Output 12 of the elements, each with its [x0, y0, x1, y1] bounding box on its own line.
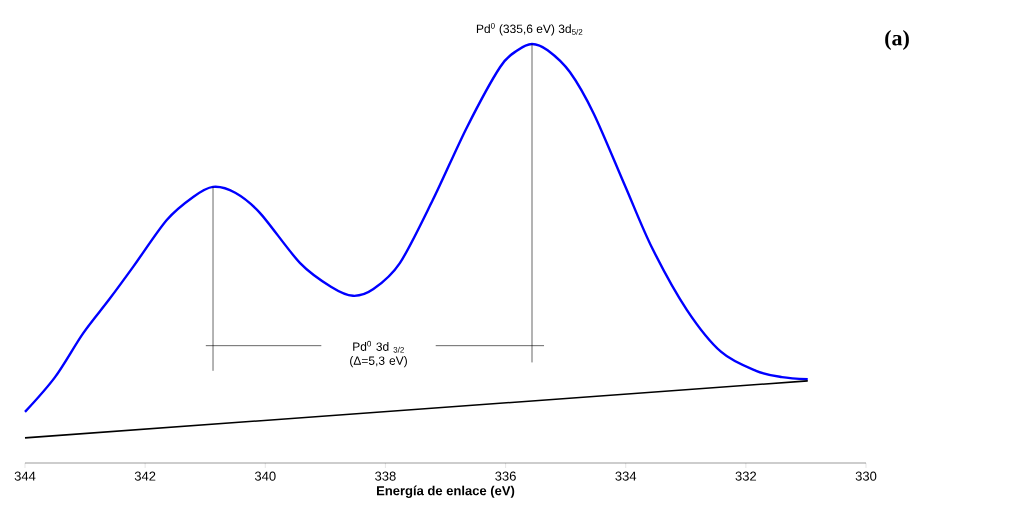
x-tick-label: 342: [134, 471, 156, 481]
x-tick-label: 330: [855, 471, 877, 481]
x-tick-label: 344: [14, 471, 36, 481]
annotation: Pd$^{0}$ (335,6 eV) 3d$_{5/2}$: [476, 22, 583, 36]
x-tick-label: 338: [375, 471, 396, 481]
annotation: Pd$^{0}$ 3d $_{3/2}$ (Δ=5,3 eV): [350, 340, 407, 368]
x-tick-label: 340: [254, 471, 276, 481]
x-tick-label: 336: [495, 471, 516, 481]
text: (a): [885, 30, 909, 50]
x-axis-title: Energía de enlace (eV): [377, 485, 515, 498]
x-tick-label: 332: [735, 471, 757, 481]
x-tick-label: 334: [615, 471, 637, 481]
